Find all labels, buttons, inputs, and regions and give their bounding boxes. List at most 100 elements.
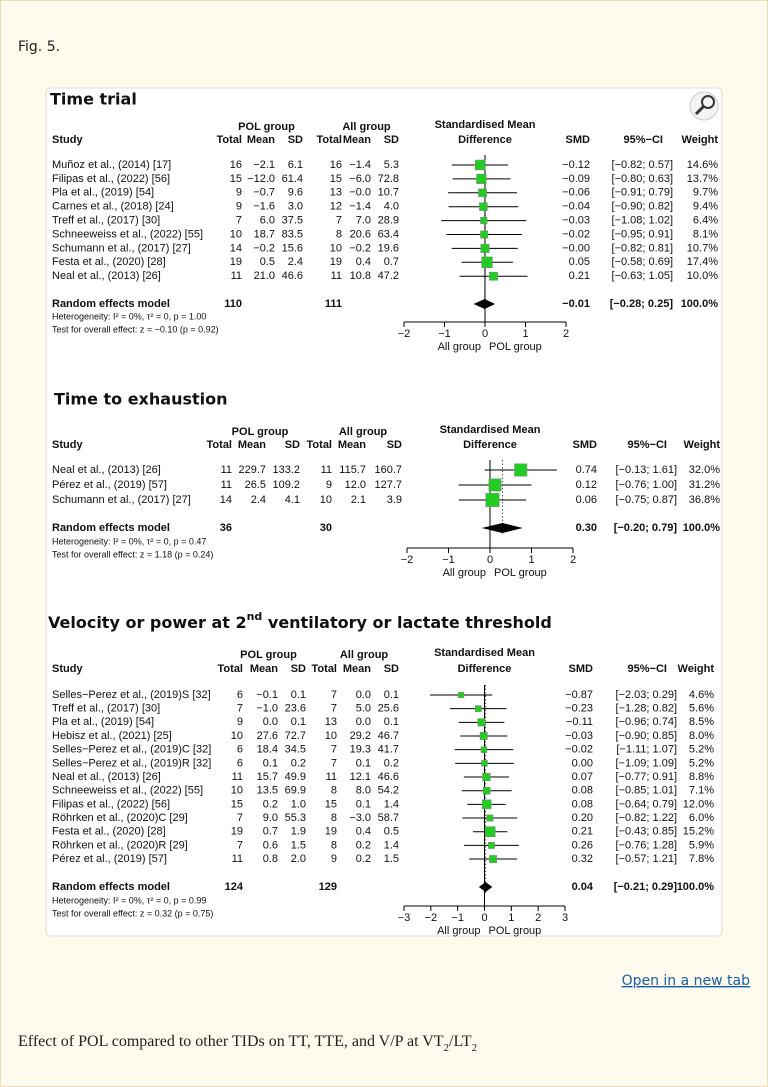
- table-cell: 0.2: [384, 757, 399, 769]
- pooled-smd: −0.01: [562, 298, 590, 310]
- table-cell: 0.4: [356, 826, 371, 838]
- column-header: SD: [285, 439, 300, 451]
- table-cell: 5.3: [384, 159, 399, 171]
- pooled-ci: [−0.21; 0.29]: [614, 881, 678, 893]
- ci-label: [−0.95; 0.91]: [612, 228, 673, 240]
- column-header: Mean: [338, 439, 366, 451]
- table-cell: 7: [336, 215, 342, 227]
- open-link[interactable]: Open in a new tab: [622, 973, 751, 989]
- table-cell: 0.1: [384, 716, 399, 728]
- heterogeneity: Heterogeneity: I² = 0%, τ² = 0, p = 1.00: [52, 311, 206, 321]
- study-name: Neal et al., (2013) [26]: [52, 464, 161, 476]
- effect-header: Difference: [458, 663, 512, 675]
- group-header: All group: [340, 649, 389, 661]
- weight-label: 4.6%: [689, 689, 714, 701]
- heterogeneity: Heterogeneity: I² = 0%, τ² = 0, p = 0.47: [52, 536, 206, 546]
- ci-label: [−1.28; 0.82]: [616, 703, 677, 715]
- column-header: SD: [291, 663, 306, 675]
- effect-square: [475, 705, 482, 712]
- table-cell: 0.7: [384, 256, 399, 268]
- pooled-weight: 100.0%: [683, 522, 721, 534]
- smd-label: 0.21: [569, 270, 590, 282]
- ci-label: [−0.85; 1.01]: [616, 785, 677, 797]
- pooled-smd: 0.04: [572, 881, 594, 893]
- table-cell: 0.1: [384, 689, 399, 701]
- table-cell: 0.6: [263, 839, 278, 851]
- table-cell: 46.6: [378, 771, 399, 783]
- column-header: Mean: [343, 663, 371, 675]
- weight-label: 9.7%: [693, 187, 718, 199]
- table-cell: 160.7: [374, 464, 402, 476]
- table-cell: 19.3: [350, 744, 371, 756]
- table-cell: 109.2: [272, 479, 300, 491]
- effect-header: Difference: [458, 134, 512, 146]
- table-cell: 10: [231, 730, 243, 742]
- weight-label: 10.0%: [687, 270, 718, 282]
- caption-part: Effect of POL compared to other TIDs on …: [18, 1033, 444, 1050]
- zoom-icon[interactable]: [689, 91, 719, 121]
- column-header: Total: [317, 134, 342, 146]
- table-cell: 7.0: [356, 215, 371, 227]
- column-header: SD: [387, 439, 402, 451]
- column-header: SD: [288, 134, 303, 146]
- pooled-label: Random effects model: [52, 298, 170, 310]
- table-cell: 16: [230, 159, 242, 171]
- table-cell: 6.1: [288, 159, 303, 171]
- column-header: Mean: [250, 663, 278, 675]
- table-cell: 26.5: [245, 479, 266, 491]
- table-cell: 19: [231, 826, 243, 838]
- column-header: Weight: [678, 663, 715, 675]
- effect-square: [486, 814, 494, 822]
- effect-square: [481, 760, 488, 767]
- caption-part: 2: [444, 1042, 450, 1054]
- x-tick-label: 3: [562, 912, 568, 924]
- study-name: Hebisz et al., (2021) [25]: [52, 730, 172, 742]
- table-cell: 0.2: [356, 853, 371, 865]
- group-header: POL group: [238, 121, 295, 133]
- pooled-diamond: [481, 523, 523, 533]
- weight-label: 9.4%: [693, 201, 718, 213]
- x-label: All group: [437, 925, 480, 937]
- weight-label: 14.6%: [687, 159, 718, 171]
- table-cell: 5.0: [356, 703, 371, 715]
- table-cell: 19: [230, 256, 242, 268]
- weight-label: 6.0%: [689, 812, 714, 824]
- effect-square: [480, 217, 488, 225]
- study-name: Neal et al., (2013) [26]: [52, 270, 161, 282]
- weight-label: 15.2%: [683, 826, 714, 838]
- ci-label: [−1.11; 1.07]: [616, 744, 677, 756]
- table-cell: 2.4: [251, 494, 266, 506]
- effect-square: [482, 772, 491, 782]
- heterogeneity: Heterogeneity: I² = 0%, τ² = 0, p = 0.99: [52, 895, 206, 905]
- study-name: Muñoz et al., (2014) [17]: [52, 159, 171, 171]
- column-header: 95%−CI: [628, 663, 667, 675]
- pooled-diamond: [473, 299, 496, 309]
- column-header: Total: [207, 439, 232, 451]
- ci-label: [−0.82; 1.22]: [616, 812, 677, 824]
- smd-label: −0.03: [565, 730, 593, 742]
- title-part: Velocity or power at 2: [48, 613, 247, 632]
- ci-label: [−0.57; 1.21]: [616, 853, 677, 865]
- smd-label: −0.04: [562, 201, 590, 213]
- table-cell: 6.0: [260, 215, 275, 227]
- table-cell: 10.7: [378, 187, 399, 199]
- ci-label: [−0.96; 0.74]: [616, 716, 677, 728]
- weight-label: 5.2%: [689, 757, 714, 769]
- pooled-weight: 100.0%: [677, 881, 715, 893]
- table-cell: −1.6: [253, 201, 275, 213]
- table-cell: 69.9: [285, 785, 306, 797]
- x-tick-label: −1: [438, 328, 451, 340]
- table-cell: 8: [331, 839, 337, 851]
- table-cell: 8: [331, 785, 337, 797]
- table-cell: 12.0: [345, 479, 366, 491]
- table-cell: 10: [320, 494, 332, 506]
- figure-label: Fig. 5.: [18, 39, 60, 55]
- weight-label: 5.2%: [689, 744, 714, 756]
- effect-square: [477, 718, 486, 727]
- overall-test: Test for overall effect: z = 0.32 (p = 0…: [52, 908, 213, 918]
- smd-label: 0.06: [576, 494, 597, 506]
- table-cell: 0.5: [260, 256, 275, 268]
- column-header: 95%−CI: [624, 134, 663, 146]
- study-name: Schumann et al., (2017) [27]: [52, 494, 191, 506]
- weight-label: 7.1%: [689, 785, 714, 797]
